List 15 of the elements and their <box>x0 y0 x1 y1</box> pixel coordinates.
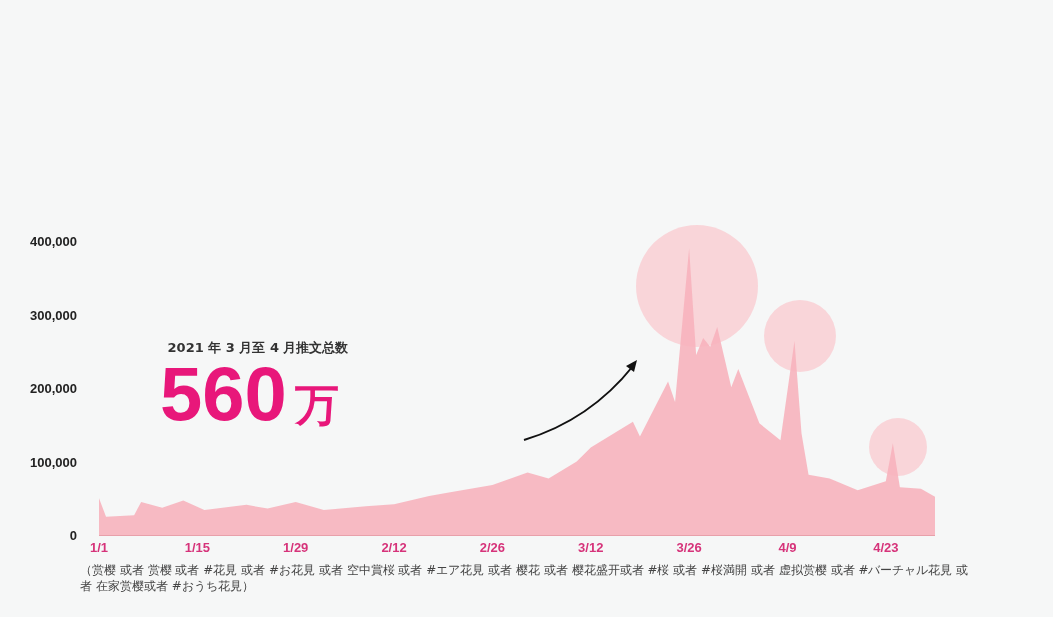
x-tick-label: 2/26 <box>479 540 506 555</box>
x-tick-label: 1/15 <box>184 540 211 555</box>
y-tick-label: 300,000 <box>30 307 77 323</box>
y-tick-label: 200,000 <box>30 381 77 396</box>
x-tick-label: 3/26 <box>676 540 702 555</box>
y-tick-label: 0 <box>69 528 77 543</box>
x-tick-label: 4/9 <box>778 540 797 555</box>
y-tick-label: 100,000 <box>30 454 77 470</box>
text: （赏樱 或者 赏樱 或者 #花見 或者 #お花見 或者 空中賞桜 或者 #エア花見 或者 樱花 或者 樱花盛开或者 #桜 或者 #桜満開 或者 虚拟赏樱 或者 #バーチャル花見 或者 在家赏樱或者 #おうち花見） <box>80 563 969 593</box>
x-tick-label: 2/12 <box>381 540 407 555</box>
x-tick-label: 1/1 <box>89 540 109 555</box>
x-tick-label: 4/23 <box>873 540 899 555</box>
x-tick-label: 1/29 <box>283 540 309 555</box>
y-tick-label: 400,000 <box>30 234 77 249</box>
x-tick-label: 3/12 <box>578 540 604 555</box>
